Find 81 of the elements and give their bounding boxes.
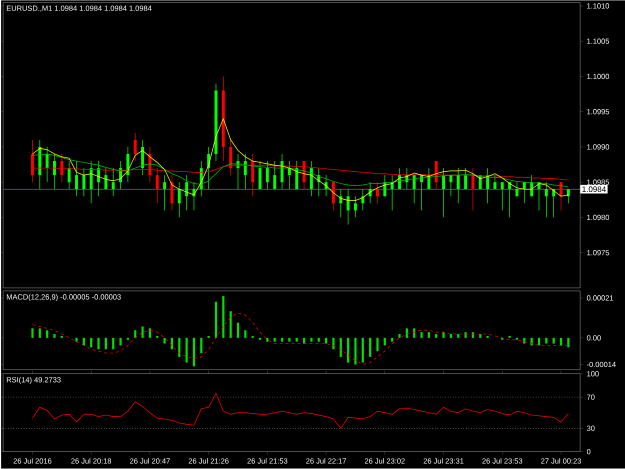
bar (428, 332, 430, 338)
bar (552, 338, 555, 344)
candlestick (112, 168, 115, 197)
candlestick (288, 160, 291, 190)
bar (186, 338, 188, 363)
candlestick (412, 174, 416, 204)
candlestick (530, 174, 534, 197)
bar (274, 338, 276, 342)
candlestick (170, 174, 174, 211)
bar (420, 332, 423, 338)
bar (214, 302, 218, 338)
candlestick (383, 174, 386, 197)
bar (97, 338, 100, 350)
candlestick (486, 168, 490, 204)
candlestick (185, 174, 188, 211)
candlestick (493, 174, 496, 190)
bar (200, 338, 202, 354)
bar (450, 334, 452, 338)
bar (457, 334, 460, 338)
bar (318, 338, 320, 342)
candlestick (244, 154, 247, 190)
bar (340, 338, 342, 358)
candlestick (354, 196, 357, 218)
bar (178, 338, 180, 358)
candlestick (258, 160, 262, 190)
bar (523, 338, 526, 344)
candlestick (266, 160, 269, 190)
candlestick (90, 160, 93, 204)
candlestick (192, 182, 196, 211)
candlestick (53, 154, 56, 190)
bar (479, 334, 482, 338)
bar (112, 338, 114, 350)
bar (296, 338, 298, 342)
candlestick (280, 154, 284, 190)
candlestick (46, 146, 49, 183)
bar (435, 334, 438, 338)
bar (354, 338, 357, 365)
candlestick (544, 182, 548, 218)
candlestick (273, 160, 276, 190)
bar (134, 330, 136, 338)
bar (369, 338, 372, 358)
bar (244, 330, 246, 338)
candlestick (126, 146, 130, 183)
candlestick (515, 182, 518, 197)
candlestick (310, 160, 313, 197)
candlestick (68, 160, 71, 190)
bar (376, 338, 379, 352)
bar (384, 338, 386, 346)
candlestick (346, 189, 350, 226)
candlestick (566, 189, 570, 204)
bar (104, 338, 107, 350)
bar (192, 338, 196, 367)
bar (413, 328, 416, 338)
bar (222, 296, 224, 338)
bar (236, 322, 240, 338)
candlestick (163, 174, 166, 211)
candlestick (442, 168, 446, 218)
candlestick (104, 168, 108, 190)
bar (391, 338, 394, 342)
candlestick (471, 168, 474, 211)
bar (545, 338, 548, 344)
candlestick (522, 182, 526, 204)
bar (362, 338, 364, 363)
bar (119, 338, 122, 346)
bar (31, 328, 34, 338)
candlestick (82, 168, 86, 197)
bar (46, 330, 48, 338)
bar (90, 338, 92, 348)
candlestick (560, 182, 562, 211)
candlestick (449, 174, 452, 197)
candlestick (368, 182, 372, 204)
bar (398, 334, 401, 338)
candlestick (376, 182, 379, 204)
bar (38, 328, 41, 338)
candlestick (141, 140, 144, 176)
bar (53, 334, 56, 338)
bar (141, 326, 144, 338)
candlestick (332, 182, 335, 211)
candlestick (552, 189, 556, 218)
bar (230, 311, 232, 338)
candlestick (75, 160, 78, 197)
